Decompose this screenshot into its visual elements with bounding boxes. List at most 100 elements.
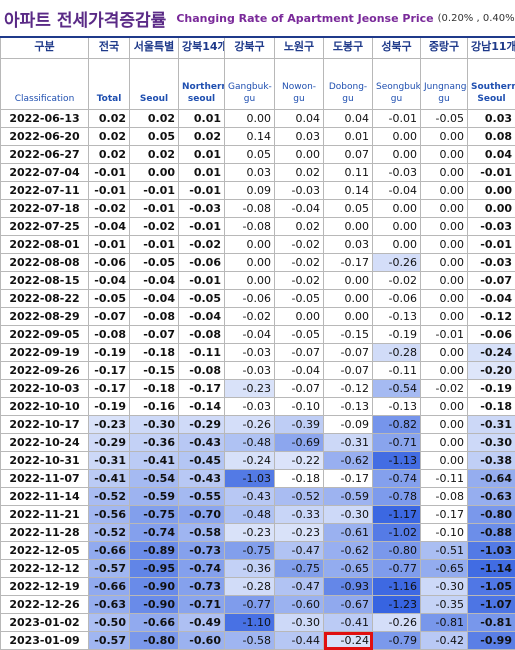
rate-cell: -0.06 <box>373 290 421 308</box>
rate-cell: -0.80 <box>130 632 179 650</box>
rate-cell: -0.19 <box>468 380 515 398</box>
rate-cell: 0.01 <box>179 164 225 182</box>
rate-cell: -0.70 <box>179 506 225 524</box>
rate-cell: -0.01 <box>130 236 179 254</box>
rate-cell: -0.24 <box>324 632 373 650</box>
rate-cell: -0.58 <box>225 632 275 650</box>
rate-cell: -0.74 <box>179 560 225 578</box>
rate-cell: -0.81 <box>468 614 515 632</box>
rate-cell: -0.03 <box>468 218 515 236</box>
rate-cell: -0.38 <box>468 452 515 470</box>
rate-cell: -0.17 <box>89 380 130 398</box>
column-header-en: Dobong-gu <box>324 59 373 110</box>
column-header-ko: 서울특별 <box>130 37 179 59</box>
rate-cell: -0.01 <box>179 272 225 290</box>
column-header-en: Seoul <box>130 59 179 110</box>
rate-cell: -0.01 <box>130 200 179 218</box>
rate-cell: -0.88 <box>468 524 515 542</box>
rate-cell: -0.82 <box>373 416 421 434</box>
rate-cell: -0.01 <box>89 182 130 200</box>
rate-cell: 0.00 <box>421 362 468 380</box>
date-cell: 2022-10-03 <box>1 380 89 398</box>
rate-cell: -0.44 <box>275 632 324 650</box>
table-row: 2023-01-02-0.50-0.66-0.49-1.10-0.30-0.41… <box>1 614 515 632</box>
rate-cell: -0.04 <box>130 290 179 308</box>
rate-cell: 0.00 <box>421 200 468 218</box>
rate-cell: 0.00 <box>373 146 421 164</box>
rate-cell: -0.57 <box>89 560 130 578</box>
date-cell: 2022-12-05 <box>1 542 89 560</box>
column-header-ko: 중랑구 <box>421 37 468 59</box>
rate-cell: -0.50 <box>89 614 130 632</box>
rate-cell: -0.19 <box>373 326 421 344</box>
rate-cell: -0.07 <box>89 308 130 326</box>
rate-cell: 0.02 <box>89 110 130 128</box>
rate-cell: -0.77 <box>373 560 421 578</box>
date-cell: 2023-01-09 <box>1 632 89 650</box>
rate-cell: 0.00 <box>324 272 373 290</box>
rate-cell: -0.26 <box>373 614 421 632</box>
rate-cell: -0.80 <box>468 506 515 524</box>
rate-cell: -0.03 <box>468 254 515 272</box>
rate-cell: -0.73 <box>179 542 225 560</box>
rate-cell: -0.24 <box>468 344 515 362</box>
rate-cell: -0.62 <box>324 542 373 560</box>
table-row: 2022-11-21-0.56-0.75-0.70-0.48-0.33-0.30… <box>1 506 515 524</box>
rate-cell: -0.33 <box>275 506 324 524</box>
subtitle: Changing Rate of Apartment Jeonse Price <box>176 12 433 25</box>
rate-cell: -0.24 <box>225 452 275 470</box>
rate-cell: -0.23 <box>225 380 275 398</box>
column-header-en: Gangbuk-gu <box>225 59 275 110</box>
rate-cell: -0.05 <box>179 290 225 308</box>
rate-cell: 0.00 <box>373 218 421 236</box>
rate-cell: -0.36 <box>225 560 275 578</box>
rate-cell: -0.54 <box>130 470 179 488</box>
column-header-ko: 성북구 <box>373 37 421 59</box>
rate-cell: -0.78 <box>373 488 421 506</box>
rate-cell: -0.02 <box>421 380 468 398</box>
date-cell: 2022-07-25 <box>1 218 89 236</box>
rate-cell: 0.01 <box>179 146 225 164</box>
rate-cell: -0.77 <box>225 596 275 614</box>
rate-cell: 0.00 <box>421 146 468 164</box>
rate-cell: 0.00 <box>421 416 468 434</box>
rate-cell: -0.02 <box>275 272 324 290</box>
rate-cell: -0.35 <box>421 596 468 614</box>
rate-cell: -0.01 <box>179 182 225 200</box>
title: 아파트 전세가격증감률 <box>4 6 166 31</box>
rate-cell: -0.41 <box>324 614 373 632</box>
rate-cell: -0.05 <box>275 326 324 344</box>
rate-cell: -0.43 <box>179 434 225 452</box>
rate-cell: -0.02 <box>225 308 275 326</box>
rate-cell: -0.41 <box>89 470 130 488</box>
rate-cell: -0.47 <box>275 542 324 560</box>
rate-cell: -1.17 <box>373 506 421 524</box>
column-header-en: Jungnang-gu <box>421 59 468 110</box>
rate-cell: -0.48 <box>225 434 275 452</box>
rate-cell: -0.75 <box>130 506 179 524</box>
rate-cell: 0.07 <box>324 146 373 164</box>
date-cell: 2022-08-22 <box>1 290 89 308</box>
rate-cell: 0.02 <box>275 164 324 182</box>
rate-cell: -0.65 <box>324 560 373 578</box>
rate-cell: -0.95 <box>130 560 179 578</box>
rate-cell: 0.00 <box>225 110 275 128</box>
rate-cell: -0.69 <box>275 434 324 452</box>
rate-cell: -0.13 <box>373 308 421 326</box>
rate-cell: -0.03 <box>225 362 275 380</box>
table-row: 2022-11-07-0.41-0.54-0.43-1.03-0.18-0.17… <box>1 470 515 488</box>
rate-cell: -0.11 <box>179 344 225 362</box>
table-row: 2022-10-03-0.17-0.18-0.17-0.23-0.07-0.12… <box>1 380 515 398</box>
date-cell: 2022-09-19 <box>1 344 89 362</box>
rate-cell: -0.58 <box>179 524 225 542</box>
rate-cell: -0.18 <box>468 398 515 416</box>
rate-cell: -0.75 <box>275 560 324 578</box>
date-cell: 2022-06-13 <box>1 110 89 128</box>
rate-cell: -0.10 <box>421 524 468 542</box>
rate-cell: 0.00 <box>373 200 421 218</box>
date-cell: 2022-12-19 <box>1 578 89 596</box>
rate-cell: 0.00 <box>468 182 515 200</box>
